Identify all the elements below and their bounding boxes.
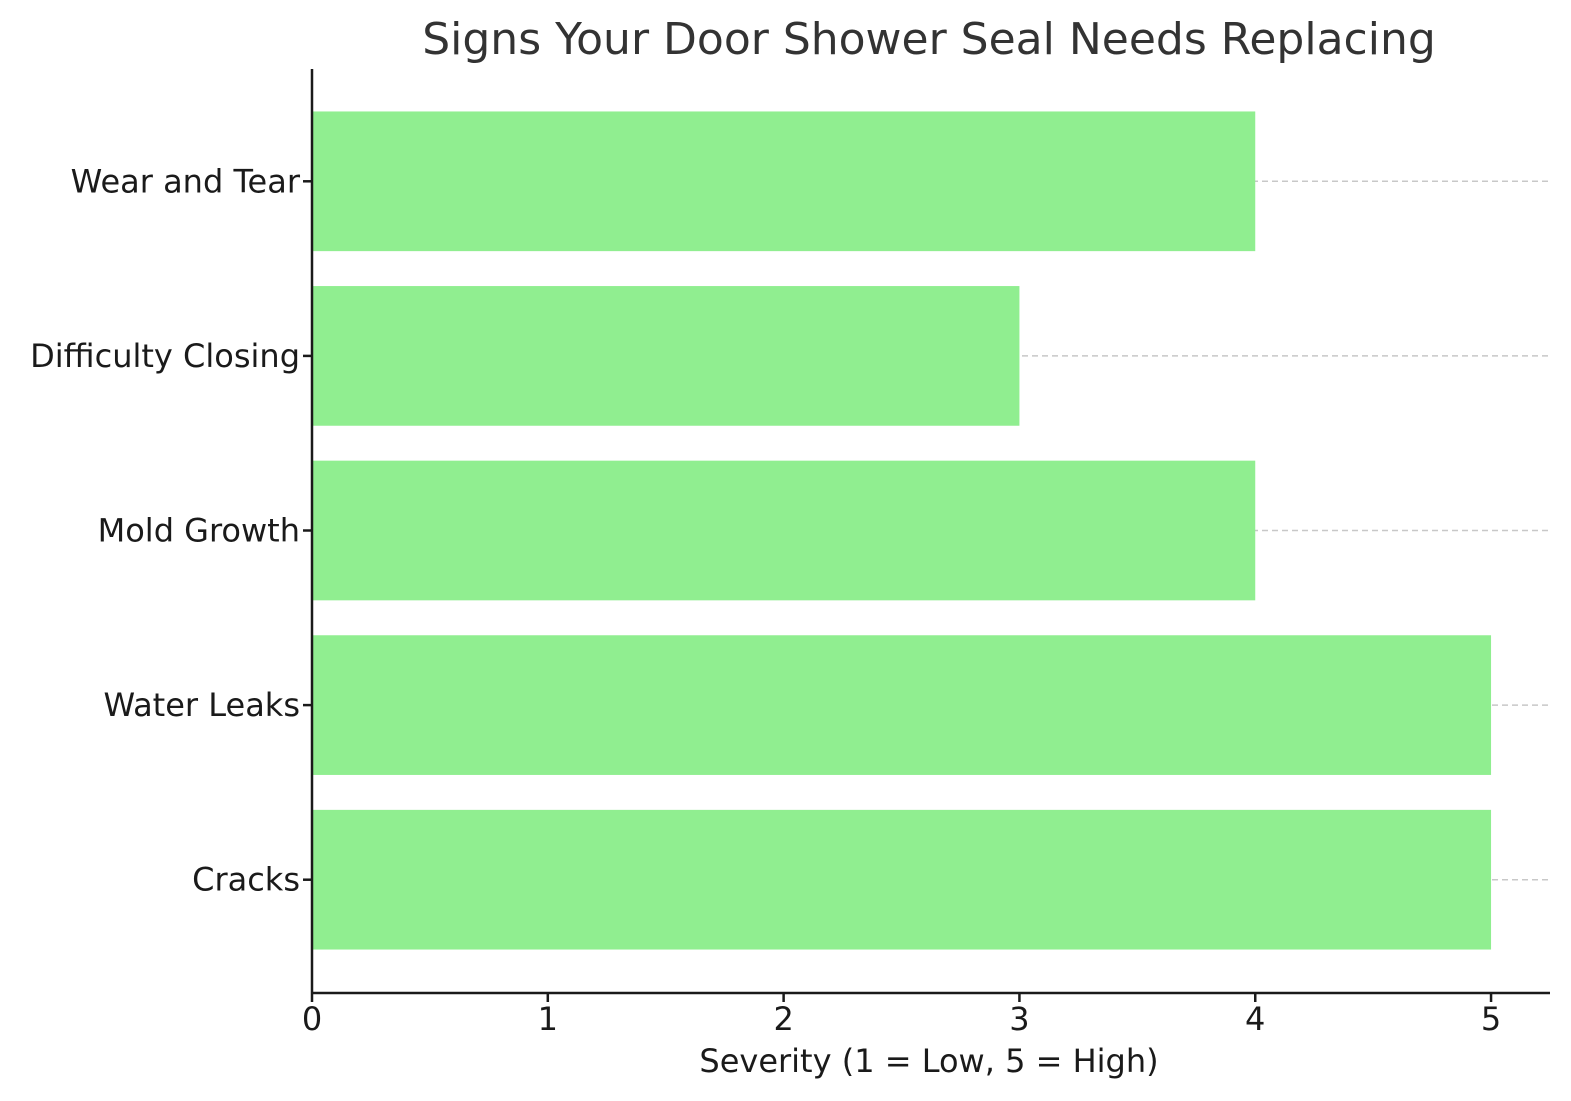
bar-mold-growth xyxy=(312,460,1256,601)
chart-title: Signs Your Door Shower Seal Needs Replac… xyxy=(422,14,1436,65)
x-axis-label: Severity (1 = Low, 5 = High) xyxy=(699,1042,1158,1080)
x-tick-label: 4 xyxy=(1245,1000,1265,1038)
y-tick-label: Water Leaks xyxy=(103,686,300,724)
bar-water-leaks xyxy=(312,635,1492,775)
bars xyxy=(312,111,1492,950)
bar-difficulty-closing xyxy=(312,286,1020,426)
x-ticks: 0 1 2 3 4 5 xyxy=(302,993,1501,1038)
bar-cracks xyxy=(312,809,1492,950)
y-tick-label: Difficulty Closing xyxy=(30,337,300,375)
bar-wear-and-tear xyxy=(312,111,1256,252)
y-tick-label: Mold Growth xyxy=(98,512,300,550)
x-tick-label: 3 xyxy=(1009,1000,1029,1038)
x-tick-label: 5 xyxy=(1481,1000,1501,1038)
x-tick-label: 2 xyxy=(773,1000,793,1038)
x-tick-label: 0 xyxy=(302,1000,322,1038)
y-tick-label: Cracks xyxy=(192,861,300,899)
x-tick-label: 1 xyxy=(538,1000,558,1038)
y-ticks: Cracks Water Leaks Mold Growth Difficulty C… xyxy=(30,162,312,899)
y-tick-label: Wear and Tear xyxy=(71,162,301,200)
